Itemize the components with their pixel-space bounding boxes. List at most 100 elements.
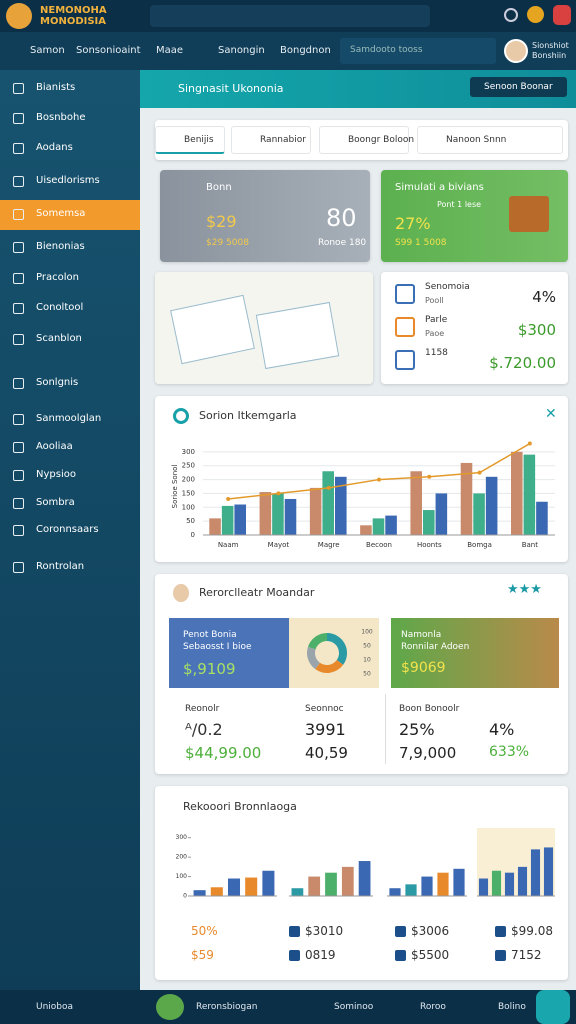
sidebar-icon (13, 273, 24, 284)
bar (405, 884, 417, 896)
sidebar-item[interactable]: Coronnsaars (36, 524, 99, 535)
bottom-item[interactable]: Bolino (498, 1002, 526, 1012)
value: 7,9,000 (399, 744, 457, 762)
tab[interactable]: Rannabior (231, 126, 311, 154)
dropdown[interactable]: Samdooto tooss (340, 38, 496, 64)
bottom-item[interactable]: Unioboa (36, 1002, 74, 1012)
bar (210, 887, 223, 896)
bar (335, 476, 347, 535)
value: 40,59 (305, 744, 348, 762)
bar (308, 876, 321, 896)
donut-segment (307, 646, 320, 670)
divider (385, 694, 386, 764)
sidebar-item[interactable]: Sombra (36, 497, 75, 508)
green-panel: Namonla Ronnilar Adoen $9069 (391, 618, 559, 688)
bar (325, 872, 337, 896)
donut-label: 100 (361, 629, 373, 636)
tab[interactable]: Boongr Boloon (319, 126, 414, 154)
donut-label: 50 (363, 643, 371, 650)
illustration (509, 196, 549, 232)
search[interactable] (150, 5, 430, 27)
panel-title: Penot Bonia (183, 630, 237, 640)
sidebar-icon (13, 113, 24, 124)
x-tick-label: Hoonts (417, 541, 442, 549)
y-tick-label: 200 (182, 476, 195, 484)
sidebar-item[interactable]: Aooliaa (36, 441, 73, 452)
sidebar-icon (13, 414, 24, 425)
bar (511, 451, 523, 535)
sidebar-item[interactable]: Uisedlorisms (36, 175, 100, 186)
bottom-item[interactable]: Sominoo (334, 1002, 374, 1012)
bar (385, 515, 397, 535)
sidebar-item[interactable]: Nypsioo (36, 469, 76, 480)
stat-icon (495, 926, 506, 937)
sidebar-icon (13, 143, 24, 154)
sidebar-item[interactable]: Sonlgnis (36, 377, 79, 388)
sidebar-item[interactable]: Bianists (36, 82, 76, 93)
nav-item[interactable]: Sanongin (218, 45, 265, 56)
row-name: Parle (425, 315, 448, 325)
icon[interactable] (527, 6, 544, 23)
sidebar-item[interactable]: Rontrolan (36, 561, 85, 572)
sidebar-item[interactable]: Aodans (36, 142, 73, 153)
bar (478, 878, 489, 896)
sidebar-item[interactable]: Conoltool (36, 302, 84, 313)
tabs: Benijis Rannabior Boongr Boloon Nanoon Snnn (155, 120, 568, 160)
avatar[interactable] (504, 39, 528, 63)
row-name: Senomoia (425, 282, 470, 292)
tab[interactable]: Nanoon Snnn (417, 126, 563, 154)
stat: $59 (191, 948, 214, 962)
sidebar-item[interactable]: Bosnbohe (36, 112, 86, 123)
blue-panel: Penot Bonia Sebaosst I bioe $,9109 (169, 618, 289, 688)
panel-value: $9069 (401, 660, 446, 676)
tab[interactable]: Benijis (155, 126, 225, 154)
bar (227, 878, 241, 896)
sidebar-item[interactable]: Bienonias (36, 241, 85, 252)
stat: $99.08 (511, 924, 553, 938)
icon[interactable] (553, 5, 571, 25)
card-value: 27% (395, 214, 431, 233)
monitor-card: Rerorclleatr Moandar ★★★ Penot Bonia Seb… (155, 574, 568, 774)
user: Sionshiot Bonshiin (532, 41, 569, 61)
user-line: Bonshiin (532, 51, 567, 60)
stars: ★★★ (507, 582, 542, 597)
bar (485, 476, 498, 535)
row-sub: Paoe (425, 329, 445, 338)
close-icon[interactable]: ✕ (545, 406, 557, 422)
nav-item[interactable]: Maae (156, 45, 184, 56)
nav-item[interactable]: Bongdnon (280, 45, 331, 56)
line-point (326, 485, 331, 490)
stat-icon (495, 950, 506, 961)
nav-item[interactable]: Sonsonioaint (76, 45, 141, 56)
stat-icon (395, 950, 406, 961)
nav-item[interactable]: Samon (30, 45, 65, 56)
bar (341, 866, 354, 896)
sidebar-icon (13, 303, 24, 314)
y-tick-label: 250 (182, 462, 195, 470)
donut-label: 10 (363, 657, 371, 664)
bar (517, 866, 528, 896)
panel-sub: Sebaosst I bioe (183, 642, 252, 652)
bottom-item[interactable]: Roroo (420, 1002, 446, 1012)
sidebar-item[interactable]: Pracolon (36, 272, 79, 283)
sidebar-item[interactable]: Sanmoolglan (36, 413, 102, 424)
bar (358, 861, 371, 896)
sidebar-item[interactable]: Somemsa (36, 208, 86, 219)
tab-label: Benijis (184, 135, 214, 145)
bar (460, 462, 473, 535)
illustration-card (155, 272, 373, 384)
card-sub: Pont 1 lese (437, 200, 482, 209)
chat-button[interactable] (536, 990, 570, 1024)
bar (530, 849, 541, 896)
header-button[interactable]: Senoon Boonar (470, 77, 567, 97)
bottom-bar: Unioboa Reronsbiogan Sominoo Roroo Bolino (0, 990, 576, 1024)
value: 25% (399, 720, 435, 739)
stat-icon (395, 926, 406, 937)
sidebar-item[interactable]: Scanblon (36, 333, 82, 344)
monitor-title: Rerorclleatr Moandar (199, 586, 315, 599)
y-tick-label: 50 (186, 517, 195, 525)
nav-bar: Samon Sonsonioaint Maae Sanongin Bongdnon Sa… (0, 32, 576, 70)
bottom-item[interactable]: Reronsbiogan (196, 1002, 258, 1012)
bar (389, 888, 401, 896)
icon[interactable] (504, 8, 518, 22)
